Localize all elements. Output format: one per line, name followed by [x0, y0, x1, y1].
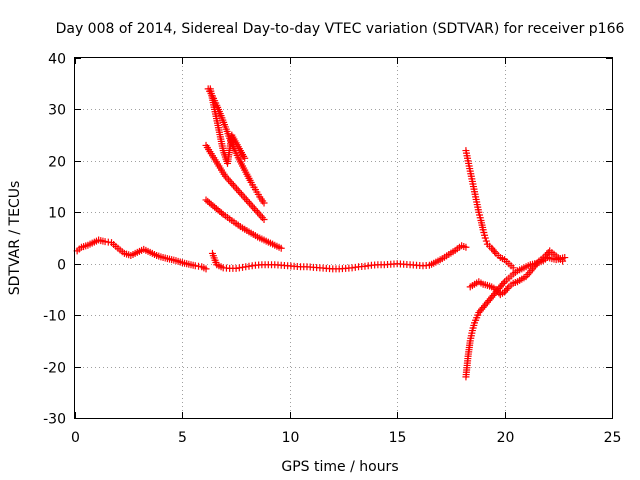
data-point [236, 188, 244, 196]
data-points [73, 85, 569, 381]
data-point [225, 176, 233, 184]
y-tick-label: -30 [43, 412, 66, 428]
data-point [244, 197, 252, 205]
x-tick-label: 15 [389, 430, 407, 446]
data-point [247, 201, 255, 209]
x-axis-label: GPS time / hours [281, 459, 398, 475]
series-baseline-2 [208, 242, 470, 273]
x-tick-label: 20 [497, 430, 515, 446]
data-point [241, 194, 249, 202]
data-point [233, 185, 241, 193]
data-point [509, 264, 517, 272]
y-tick-label: 0 [57, 258, 66, 274]
data-point [559, 257, 567, 265]
data-point [462, 243, 470, 251]
data-point [250, 205, 258, 213]
x-tick-label: 10 [282, 430, 300, 446]
data-point [228, 179, 236, 187]
y-tick-label: -10 [43, 309, 66, 325]
data-point [217, 209, 225, 217]
data-point [229, 181, 237, 189]
chart-title: Day 008 of 2014, Sidereal Day-to-day VTE… [56, 21, 625, 37]
y-axis-label: SDTVAR / TECUs [7, 181, 23, 296]
data-point [260, 215, 268, 223]
x-tick-label: 0 [71, 430, 80, 446]
plot-frame [74, 57, 613, 419]
series-arc-4 [202, 196, 285, 252]
y-tick-label: 40 [48, 52, 66, 68]
data-point [202, 265, 210, 273]
data-point [241, 154, 249, 162]
x-tick-label: 5 [178, 430, 187, 446]
y-tick-label: 30 [48, 103, 66, 119]
data-point [561, 254, 569, 262]
x-tick-label: 25 [604, 430, 622, 446]
y-tick-label: -20 [43, 361, 66, 377]
y-tick-label: 10 [48, 206, 66, 222]
data-point [491, 248, 499, 256]
data-point [277, 244, 285, 252]
data-point [258, 214, 266, 222]
series-right-lower [462, 254, 569, 381]
data-point [234, 187, 242, 195]
data-point [237, 190, 245, 198]
data-point [260, 199, 268, 207]
data-point [246, 199, 254, 207]
data-point [255, 210, 263, 218]
data-point [226, 178, 234, 186]
data-point [249, 203, 257, 211]
series-arc-3 [202, 141, 268, 223]
data-point [252, 206, 260, 214]
data-point [242, 196, 250, 204]
data-point [257, 212, 265, 220]
data-point [254, 208, 262, 216]
data-point [231, 183, 239, 191]
data-point [482, 237, 490, 245]
grid-lines [75, 58, 612, 418]
data-point [481, 234, 489, 242]
series-baseline-1 [73, 236, 210, 273]
series-right-loop [466, 247, 567, 299]
y-tick-label: 20 [48, 155, 66, 171]
data-point [503, 285, 511, 293]
series-arc-2 [206, 85, 249, 167]
axes: 0 5 10 15 20 25 -30 -20 -10 0 10 20 30 40 [43, 52, 621, 447]
data-point [499, 279, 507, 287]
data-point [239, 192, 247, 200]
series-right-upper [462, 147, 517, 272]
